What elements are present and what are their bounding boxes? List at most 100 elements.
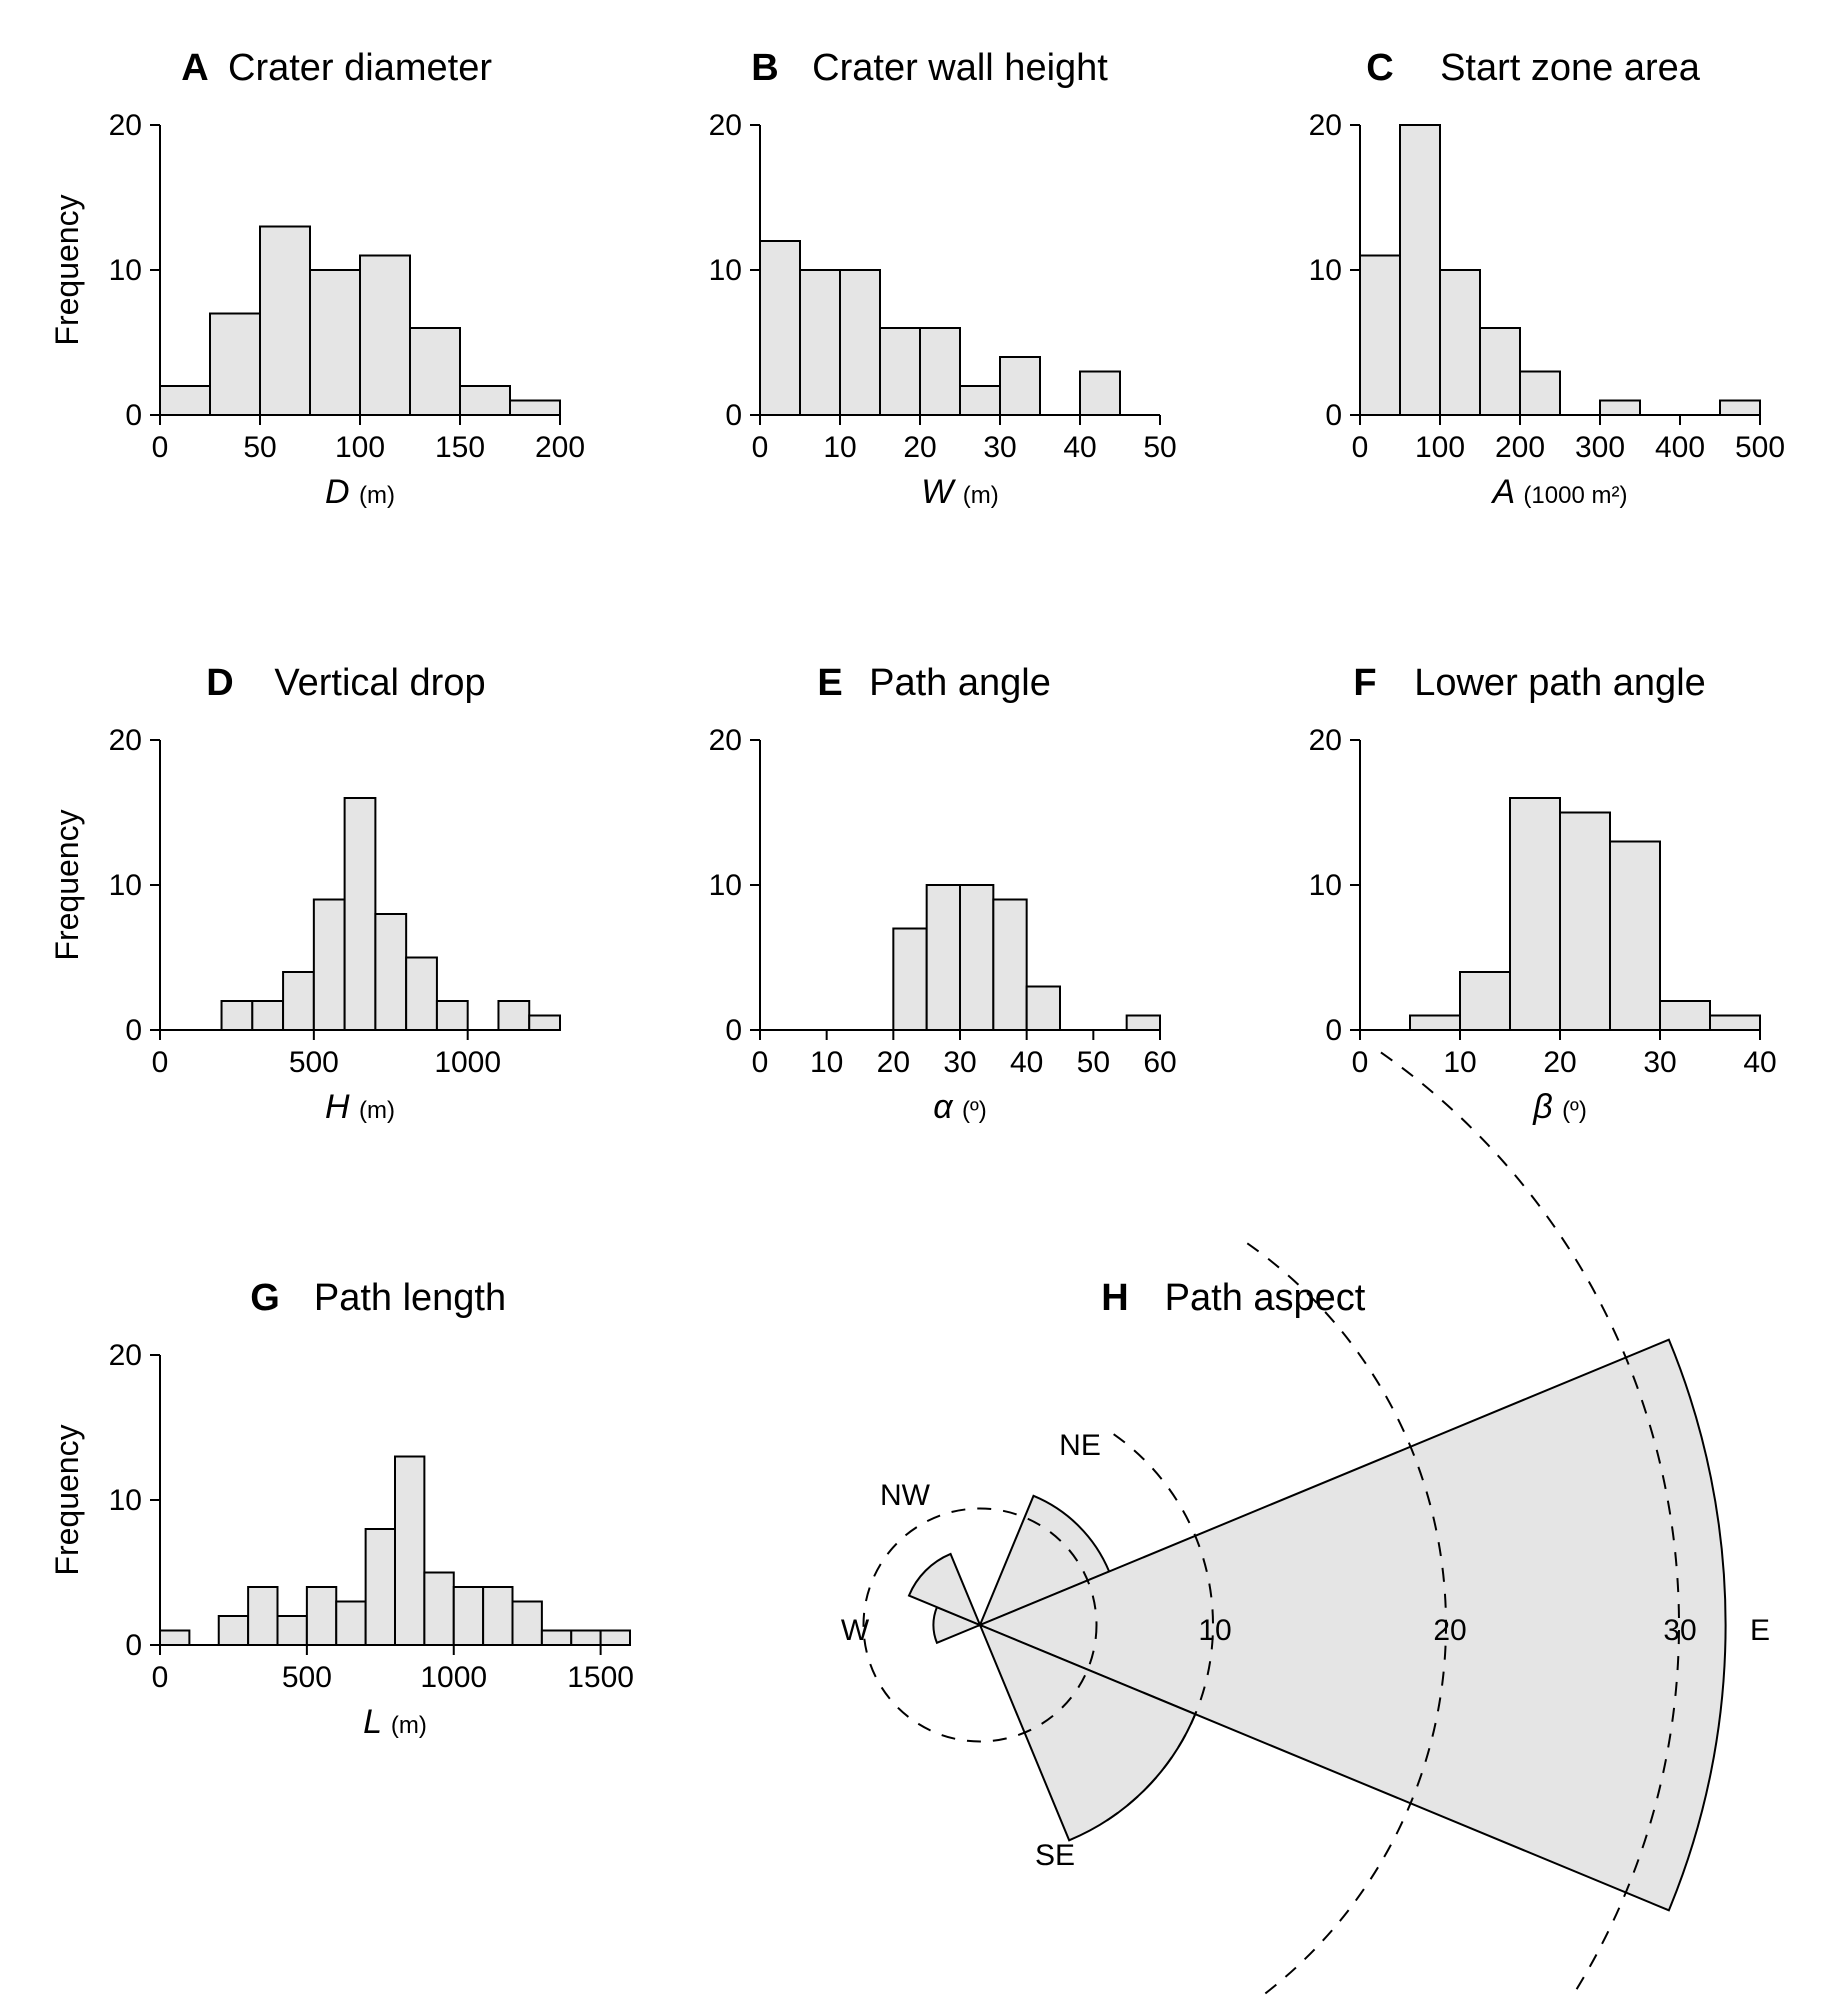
bar: [993, 900, 1026, 1031]
x-tick-label: 400: [1655, 431, 1705, 464]
bar: [1660, 1001, 1710, 1030]
bar: [1600, 401, 1640, 416]
bar: [542, 1631, 571, 1646]
rose-dir-label: NE: [1059, 1429, 1101, 1462]
bar: [1510, 798, 1560, 1030]
bar: [260, 227, 310, 416]
figure-svg: 05010015020001020FrequencyD (m)Crater di…: [0, 0, 1839, 1998]
bar: [513, 1602, 542, 1646]
bar: [1460, 972, 1510, 1030]
x-tick-label: 60: [1143, 1046, 1176, 1079]
bar: [1440, 270, 1480, 415]
panel-D: 0500100001020FrequencyH (m)Vertical drop…: [49, 662, 560, 1126]
panel-title: Lower path angle: [1414, 662, 1706, 704]
panel-letter: E: [817, 662, 842, 704]
x-tick-label: 50: [243, 431, 276, 464]
bar: [314, 900, 345, 1031]
panel-letter: G: [250, 1277, 280, 1319]
y-tick-label: 10: [1309, 869, 1342, 902]
x-axis-label: H (m): [325, 1088, 395, 1126]
bar: [1710, 1016, 1760, 1031]
y-tick-label: 0: [125, 1014, 142, 1047]
bar: [510, 401, 560, 416]
panel-letter: B: [751, 47, 778, 89]
bar: [1560, 813, 1610, 1031]
y-tick-label: 0: [125, 399, 142, 432]
x-tick-label: 150: [435, 431, 485, 464]
y-tick-label: 0: [125, 1629, 142, 1662]
x-tick-label: 0: [752, 1046, 769, 1079]
x-tick-label: 20: [877, 1046, 910, 1079]
x-axis-label: A (1000 m²): [1491, 473, 1628, 511]
y-tick-label: 20: [109, 109, 142, 142]
bar: [498, 1001, 529, 1030]
bar: [366, 1529, 395, 1645]
panel-letter: H: [1101, 1277, 1128, 1319]
bar: [219, 1616, 248, 1645]
panel-title: Path angle: [869, 662, 1051, 704]
bar: [336, 1602, 365, 1646]
x-tick-label: 50: [1143, 431, 1176, 464]
panel-letter: A: [181, 47, 208, 89]
bar: [248, 1587, 277, 1645]
bar: [920, 328, 960, 415]
x-tick-label: 50: [1077, 1046, 1110, 1079]
panel-title: Crater wall height: [812, 47, 1108, 89]
bar: [1410, 1016, 1460, 1031]
bar: [960, 885, 993, 1030]
x-tick-label: 10: [810, 1046, 843, 1079]
x-axis-label: W (m): [921, 473, 999, 511]
bar: [395, 1457, 424, 1646]
bar: [880, 328, 920, 415]
y-tick-label: 10: [1309, 254, 1342, 287]
x-axis-label: α (º): [933, 1088, 987, 1126]
figure-root: 05010015020001020FrequencyD (m)Crater di…: [0, 0, 1839, 1998]
bar: [927, 885, 960, 1030]
y-tick-label: 20: [709, 109, 742, 142]
rose-ring-label: 20: [1433, 1614, 1466, 1647]
rose-dir-label: SE: [1035, 1839, 1075, 1872]
x-tick-label: 0: [152, 1661, 169, 1694]
panel-letter: D: [206, 662, 233, 704]
bar: [310, 270, 360, 415]
y-tick-label: 10: [109, 254, 142, 287]
x-tick-label: 500: [289, 1046, 339, 1079]
panel-G: 05001000150001020FrequencyL (m)Path leng…: [49, 1277, 634, 1741]
bar: [424, 1573, 453, 1646]
bar: [283, 972, 314, 1030]
bar: [1520, 372, 1560, 416]
x-axis-label: L (m): [363, 1703, 427, 1741]
x-tick-label: 0: [152, 1046, 169, 1079]
y-tick-label: 20: [1309, 724, 1342, 757]
y-tick-label: 0: [725, 399, 742, 432]
bar: [375, 914, 406, 1030]
rose-dir-label: NW: [880, 1479, 931, 1512]
x-axis-label: β (º): [1532, 1088, 1587, 1126]
bar: [800, 270, 840, 415]
bar: [454, 1587, 483, 1645]
y-tick-label: 10: [709, 869, 742, 902]
x-tick-label: 10: [1443, 1046, 1476, 1079]
panel-title: Vertical drop: [274, 662, 485, 704]
bar: [893, 929, 926, 1031]
y-tick-label: 20: [109, 1339, 142, 1372]
bar: [1400, 125, 1440, 415]
panel-E: 010203040506001020α (º)Path angleE: [709, 662, 1177, 1126]
x-tick-label: 40: [1063, 431, 1096, 464]
x-tick-label: 1500: [567, 1661, 634, 1694]
x-tick-label: 100: [335, 431, 385, 464]
y-tick-label: 20: [1309, 109, 1342, 142]
x-tick-label: 1000: [434, 1046, 501, 1079]
y-axis-label: Frequency: [49, 194, 85, 345]
y-tick-label: 20: [709, 724, 742, 757]
x-tick-label: 0: [752, 431, 769, 464]
bar: [210, 314, 260, 416]
rose-ring-label: 30: [1663, 1614, 1696, 1647]
bar: [437, 1001, 468, 1030]
panel-title: Path aspect: [1165, 1277, 1366, 1319]
x-axis-label: D (m): [325, 473, 395, 511]
panel-title: Crater diameter: [228, 47, 492, 89]
x-tick-label: 10: [823, 431, 856, 464]
bar: [307, 1587, 336, 1645]
bar: [460, 386, 510, 415]
